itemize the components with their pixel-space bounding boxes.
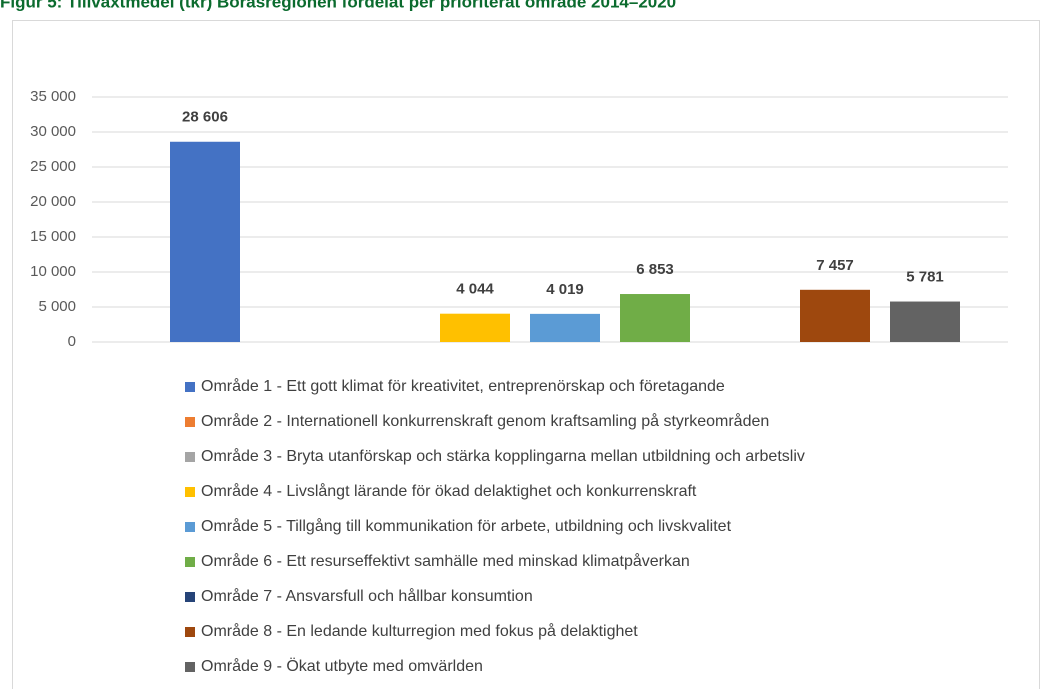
legend-swatch bbox=[185, 592, 195, 602]
legend-label: Område 9 - Ökat utbyte med omvärlden bbox=[201, 657, 483, 675]
y-tick-label: 35 000 bbox=[30, 88, 76, 105]
bar bbox=[440, 313, 510, 342]
legend-label: Område 2 - Internationell konkurrenskraf… bbox=[201, 412, 769, 430]
legend-label: Område 3 - Bryta utanförskap och stärka … bbox=[201, 447, 805, 465]
bar bbox=[530, 313, 600, 342]
bar bbox=[170, 141, 240, 342]
chart-frame bbox=[12, 20, 1040, 689]
value-label: 4 019 bbox=[546, 281, 584, 298]
legend-swatch bbox=[185, 557, 195, 567]
value-label: 28 606 bbox=[182, 109, 228, 126]
value-label: 7 457 bbox=[816, 257, 854, 274]
y-tick-label: 15 000 bbox=[30, 228, 76, 245]
legend-label: Område 7 - Ansvarsfull och hållbar konsu… bbox=[201, 587, 533, 605]
y-tick-label: 30 000 bbox=[30, 123, 76, 140]
legend-swatch bbox=[185, 487, 195, 497]
legend-label: Område 5 - Tillgång till kommunikation f… bbox=[201, 517, 732, 535]
bar bbox=[620, 294, 690, 342]
legend-swatch bbox=[185, 522, 195, 532]
y-tick-label: 25 000 bbox=[30, 158, 76, 175]
y-tick-label: 0 bbox=[68, 333, 76, 350]
y-tick-label: 10 000 bbox=[30, 263, 76, 280]
y-tick-label: 20 000 bbox=[30, 193, 76, 210]
legend-label: Område 1 - Ett gott klimat för kreativit… bbox=[201, 377, 725, 395]
legend-swatch bbox=[185, 452, 195, 462]
legend-swatch bbox=[185, 662, 195, 672]
chart-title: Figur 5: Tillväxtmedel (tkr) Boråsregion… bbox=[0, 0, 676, 11]
legend-swatch bbox=[185, 627, 195, 637]
legend-label: Område 4 - Livslångt lärande för ökad de… bbox=[201, 482, 697, 500]
value-label: 4 044 bbox=[456, 281, 494, 298]
legend-label: Område 6 - Ett resurseffektivt samhälle … bbox=[201, 552, 690, 570]
y-tick-label: 5 000 bbox=[38, 298, 76, 315]
bar bbox=[890, 301, 960, 342]
value-label: 5 781 bbox=[906, 269, 944, 286]
legend-swatch bbox=[185, 417, 195, 427]
legend-label: Område 8 - En ledande kulturregion med f… bbox=[201, 622, 638, 640]
legend-swatch bbox=[185, 382, 195, 392]
value-label: 6 853 bbox=[636, 261, 674, 278]
bar bbox=[800, 289, 870, 342]
